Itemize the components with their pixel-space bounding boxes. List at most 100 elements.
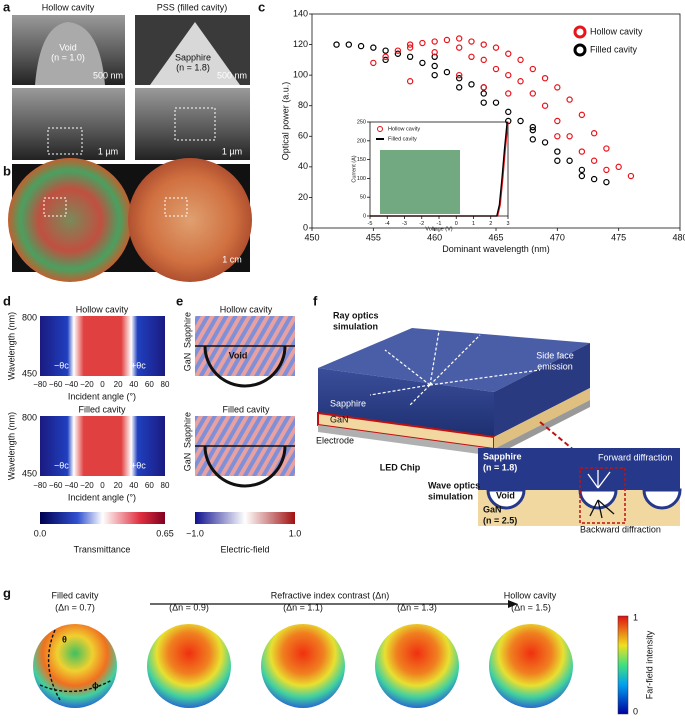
x-tick-label: 0 (455, 221, 458, 227)
point (505, 90, 512, 97)
point (382, 56, 389, 64)
point (357, 42, 365, 50)
line (370, 121, 508, 217)
title: PSS (filled cavity) (157, 2, 228, 12)
x-tick-label: 2 (489, 221, 492, 227)
point (529, 126, 537, 134)
label: Void (229, 350, 248, 360)
title: Hollow cavity (220, 304, 273, 314)
point (590, 175, 598, 183)
chip-side (494, 343, 590, 437)
tick-label: 800 (22, 412, 37, 422)
y-tick-label: 0 (363, 213, 366, 219)
contrast-label: (Δn = 0.9) (169, 602, 209, 612)
label: Top face (443, 306, 477, 316)
far-field-sphere (375, 624, 459, 708)
x-tick-label: 60 (145, 481, 154, 490)
point (431, 53, 438, 61)
x-tick-label: 20 (114, 380, 123, 389)
x-tick-label: 20 (114, 481, 123, 490)
electrode-layer (318, 425, 494, 456)
point (566, 157, 573, 164)
sem-image (135, 88, 250, 160)
x-tick-label: 475 (611, 233, 626, 243)
title: Filled cavity (78, 404, 126, 414)
point (603, 178, 610, 186)
x-tick-label: −60 (49, 481, 63, 490)
point (394, 50, 402, 57)
far-field-sphere (261, 624, 345, 708)
point (566, 133, 573, 140)
panel-label: d (3, 293, 11, 308)
x-tick-label: 80 (161, 380, 170, 389)
point (529, 123, 537, 131)
phi-arc (39, 679, 113, 693)
panel-label: c (258, 0, 265, 14)
colorbar-title: Transmittance (74, 544, 131, 554)
y-tick-label: 100 (293, 70, 308, 80)
point (529, 90, 537, 97)
point (480, 84, 487, 91)
point (615, 163, 622, 171)
point (456, 84, 463, 91)
point (431, 62, 438, 70)
panel-label: f (313, 293, 318, 308)
point (541, 139, 549, 146)
point (554, 117, 561, 125)
scale-bar: 500 nm (217, 70, 247, 80)
legend-label: Filled cavity (388, 136, 417, 142)
legend-marker (377, 126, 383, 132)
y-tick-label: 120 (293, 39, 308, 49)
panel-label: b (3, 163, 11, 178)
point (443, 68, 451, 76)
y-tick-label: 150 (357, 157, 366, 163)
y-axis-label: Current (A) (352, 155, 358, 182)
point (431, 49, 438, 56)
point (431, 71, 438, 79)
x-tick-label: 455 (366, 233, 381, 243)
gan-side (494, 388, 590, 449)
point (382, 47, 389, 54)
scale-bar: 1 µm (98, 146, 118, 156)
point (456, 74, 463, 82)
axis-label: Incident angle (°) (68, 391, 136, 401)
wafer (128, 158, 252, 282)
point (578, 172, 586, 180)
label: −θc (54, 360, 69, 370)
label: simulation (333, 321, 378, 331)
label: Sapphire (182, 412, 192, 448)
point (505, 71, 512, 79)
point (554, 148, 561, 155)
y-tick-label: 20 (298, 192, 308, 202)
y-tick-label: 0 (303, 222, 308, 232)
y-tick-label: 100 (357, 176, 366, 182)
point (590, 130, 598, 137)
label: emission (537, 361, 573, 371)
label: GaN (182, 353, 192, 372)
label: Void (496, 490, 515, 500)
point (333, 41, 340, 48)
x-axis-label: Dominant wavelength (nm) (442, 244, 550, 254)
label: GaN (330, 414, 349, 424)
label: ϕ (92, 680, 99, 690)
forward-rays (587, 470, 611, 489)
zoom-box (174, 107, 216, 141)
point (406, 53, 414, 61)
charts: 450455460465470475480020406080100120140D… (280, 8, 685, 254)
title: Filled cavity (222, 404, 270, 414)
colorbar-label: −1.0 (186, 528, 204, 538)
zoom-box (47, 127, 83, 155)
voids (486, 488, 682, 510)
scale-bar: 500 nm (93, 70, 123, 80)
spheres: (Δn = 0.7) (Δn = 0.9) (Δn = 1.1) (Δn = 1.3)… (33, 602, 573, 708)
contrast-label: (Δn = 1.3) (397, 602, 437, 612)
colorbar-label: 0 (633, 706, 638, 716)
contrast-label: (Δn = 0.7) (55, 602, 95, 612)
point (480, 99, 487, 106)
title: Hollow cavity (76, 304, 129, 314)
x-tick-label: −60 (49, 380, 63, 389)
point (345, 41, 352, 48)
title: Hollow cavity (504, 590, 557, 600)
x-tick-label: 465 (488, 233, 503, 243)
